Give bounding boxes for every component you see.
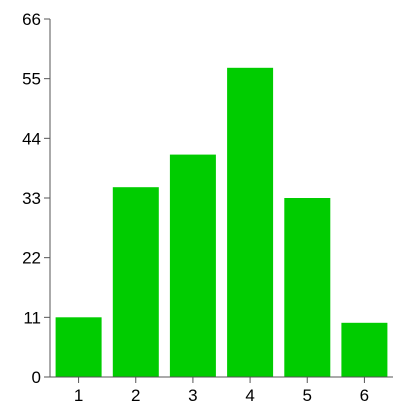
bar-2 bbox=[112, 187, 159, 377]
y-tick-label: 0 bbox=[32, 368, 41, 387]
x-tick-label: 2 bbox=[131, 386, 140, 405]
x-axis-ticks: 1 2 3 4 5 6 bbox=[74, 377, 369, 405]
bar-1 bbox=[55, 317, 102, 377]
y-tick-label: 66 bbox=[22, 10, 41, 29]
y-tick-label: 22 bbox=[22, 249, 41, 268]
bar-4 bbox=[227, 67, 274, 378]
x-tick-label: 3 bbox=[188, 386, 197, 405]
bar-6 bbox=[341, 322, 388, 377]
x-tick-label: 6 bbox=[360, 386, 369, 405]
x-tick-label: 4 bbox=[245, 386, 254, 405]
y-tick-label: 33 bbox=[22, 189, 41, 208]
y-tick-label: 44 bbox=[22, 129, 41, 148]
x-tick-label: 5 bbox=[303, 386, 312, 405]
bars bbox=[55, 67, 388, 378]
bar-5 bbox=[284, 198, 331, 377]
x-tick-label: 1 bbox=[74, 386, 83, 405]
y-tick-label: 55 bbox=[22, 70, 41, 89]
bar-3 bbox=[169, 154, 216, 377]
y-tick-label: 11 bbox=[23, 308, 41, 327]
y-axis-ticks: 0 11 22 33 44 55 66 bbox=[22, 10, 50, 387]
